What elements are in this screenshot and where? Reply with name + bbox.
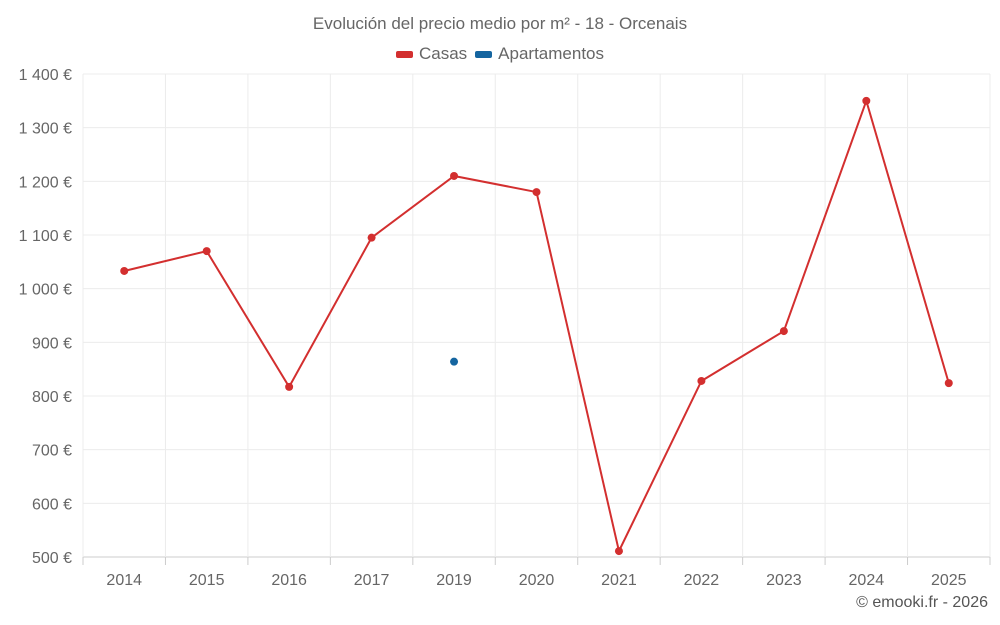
data-point-casas[interactable] [532, 188, 541, 197]
data-point-casas[interactable] [450, 171, 459, 180]
data-point-casas[interactable] [614, 547, 623, 556]
x-tick-label: 2021 [601, 572, 637, 589]
data-point-casas[interactable] [697, 376, 706, 385]
y-tick-label: 500 € [32, 550, 72, 567]
y-tick-label: 1 000 € [19, 282, 72, 299]
y-tick-label: 1 300 € [19, 121, 72, 138]
y-tick-label: 1 200 € [19, 174, 72, 191]
y-tick-label: 600 € [32, 496, 72, 513]
data-point-casas[interactable] [120, 266, 129, 275]
y-tick-label: 1 100 € [19, 228, 72, 245]
data-point-apartamentos[interactable] [450, 357, 459, 366]
legend-swatch-apartamentos [475, 50, 493, 58]
x-tick-label: 2015 [189, 572, 225, 589]
y-tick-label: 800 € [32, 389, 72, 406]
y-tick-label: 900 € [32, 335, 72, 352]
y-tick-label: 700 € [32, 443, 72, 460]
data-point-casas[interactable] [944, 379, 953, 388]
x-tick-label: 2017 [354, 572, 390, 589]
legend-swatch-casas [395, 50, 413, 58]
legend-label-apartamentos: Apartamentos [498, 44, 605, 63]
data-point-casas[interactable] [367, 233, 376, 242]
data-point-casas[interactable] [779, 327, 788, 336]
chart-legend: Casas Apartamentos [0, 44, 1000, 64]
legend-label-casas: Casas [418, 44, 468, 63]
credit-text: © emooki.fr - 2026 [856, 594, 988, 611]
data-point-casas[interactable] [202, 247, 211, 256]
x-tick-label: 2022 [684, 572, 720, 589]
x-tick-label: 2020 [519, 572, 555, 589]
data-point-casas[interactable] [862, 96, 871, 105]
chart-title: Evolución del precio medio por m² - 18 -… [312, 14, 688, 33]
x-tick-label: 2024 [849, 572, 885, 589]
data-point-casas[interactable] [285, 382, 294, 391]
x-tick-label: 2025 [931, 572, 967, 589]
x-tick-label: 2019 [436, 572, 472, 589]
x-tick-label: 2014 [106, 572, 142, 589]
legend-item-casas[interactable]: Casas [395, 44, 468, 64]
x-tick-label: 2023 [766, 572, 802, 589]
y-tick-label: 1 400 € [19, 67, 72, 84]
legend-item-apartamentos[interactable]: Apartamentos [475, 44, 604, 64]
x-tick-label: 2016 [271, 572, 307, 589]
